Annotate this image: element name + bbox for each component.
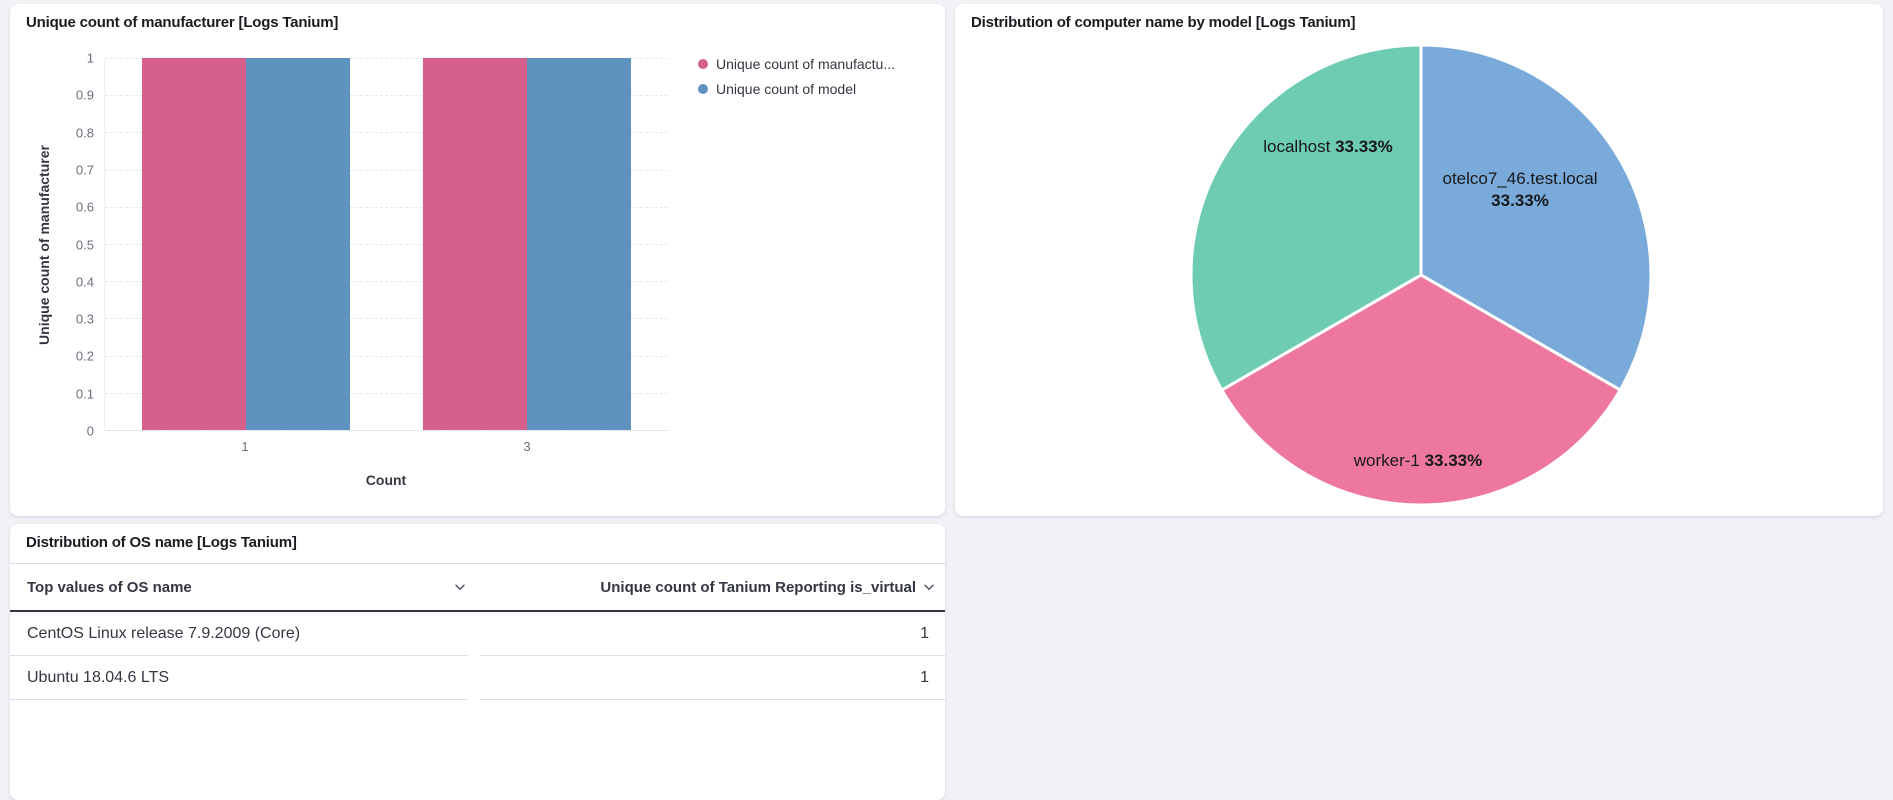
y-axis-tick-labels: 0 0.1 0.2 0.3 0.4 0.5 0.6 0.7 0.8 0.9 1 xyxy=(10,51,94,439)
bar-segment[interactable] xyxy=(527,58,632,430)
bar-segment[interactable] xyxy=(245,58,350,430)
gridline xyxy=(105,169,668,171)
column-sort-chevron-icon[interactable] xyxy=(452,579,468,595)
gridline xyxy=(105,244,668,245)
x-axis-title: Count xyxy=(365,472,407,488)
y-tick-label: 0.8 xyxy=(75,125,94,141)
gridline xyxy=(105,281,668,283)
bar-series-area xyxy=(105,58,668,430)
bar-segment[interactable] xyxy=(423,58,528,430)
os-name-cell: Ubuntu 18.04.6 LTS xyxy=(10,656,468,700)
legend-item[interactable]: Unique count of manufactu... xyxy=(698,56,895,72)
gridline xyxy=(105,58,668,59)
table-column-header[interactable]: Unique count of Tanium Reporting is_virt… xyxy=(480,579,945,596)
y-tick-label: 0.2 xyxy=(75,348,94,364)
table-row: Ubuntu 18.04.6 LTS 1 xyxy=(10,656,945,700)
column-sort-chevron-icon[interactable] xyxy=(921,579,937,595)
panel-title-bar-chart[interactable]: Unique count of manufacturer [Logs Taniu… xyxy=(26,14,339,31)
x-tick-label: 3 xyxy=(523,439,531,454)
bar-segment[interactable] xyxy=(141,58,246,430)
bar-group-1 xyxy=(105,58,387,430)
y-tick-label: 0.5 xyxy=(75,237,94,252)
legend-item-label: Unique count of model xyxy=(716,81,857,97)
gridline xyxy=(105,430,668,431)
legend-color-dot xyxy=(698,84,708,94)
panel-title-os-table[interactable]: Distribution of OS name [Logs Tanium] xyxy=(26,534,297,551)
gridline xyxy=(105,206,668,208)
y-tick-label: 0.6 xyxy=(75,199,94,215)
gridline xyxy=(105,95,668,97)
panel-pie-chart: Distribution of computer name by model [… xyxy=(955,4,1883,516)
count-cell: 1 xyxy=(480,612,945,656)
column-header-label: Top values of OS name xyxy=(27,578,192,596)
legend-item-label: Unique count of manufactu... xyxy=(716,56,895,72)
y-tick-label: 0.4 xyxy=(75,274,94,290)
pie-slice-otelco7_46.test.local[interactable] xyxy=(1419,43,1653,392)
y-tick-label: 1 xyxy=(86,50,94,66)
table-header-row: Top values of OS name Unique count of Tan… xyxy=(10,564,945,612)
panel-bar-chart: Unique count of manufacturer [Logs Taniu… xyxy=(10,4,945,516)
column-header-label: Unique count of Tanium Reporting is_virt… xyxy=(600,578,916,596)
panel-os-table: Distribution of OS name [Logs Tanium] To… xyxy=(10,524,945,800)
gridline xyxy=(105,355,668,357)
y-tick-label: 0.7 xyxy=(75,162,94,178)
bar-group-3 xyxy=(387,58,669,430)
y-tick-label: 0.9 xyxy=(75,87,94,103)
pie-chart xyxy=(1189,43,1653,507)
y-tick-label: 0.1 xyxy=(75,386,94,402)
data-table: Top values of OS name Unique count of Tan… xyxy=(10,563,945,700)
gridline xyxy=(105,318,668,320)
count-cell: 1 xyxy=(480,656,945,700)
os-name-cell: CentOS Linux release 7.9.2009 (Core) xyxy=(10,612,468,656)
x-tick-label: 1 xyxy=(241,439,249,454)
y-tick-label: 0.3 xyxy=(75,311,94,327)
gridline xyxy=(105,132,668,134)
bar-plot-area xyxy=(104,58,668,431)
y-tick-label: 0 xyxy=(86,423,94,439)
table-column-header[interactable]: Top values of OS name xyxy=(10,579,480,596)
legend-item[interactable]: Unique count of model xyxy=(698,81,895,97)
table-row: CentOS Linux release 7.9.2009 (Core) 1 xyxy=(10,612,945,656)
legend-color-dot xyxy=(698,59,708,69)
gridline xyxy=(105,392,668,394)
chart-legend: Unique count of manufactu... Unique count… xyxy=(698,56,895,106)
table-body: CentOS Linux release 7.9.2009 (Core) 1 Ubu… xyxy=(10,612,945,700)
pie-slice-localhost[interactable] xyxy=(1189,43,1423,392)
panel-title-pie-chart[interactable]: Distribution of computer name by model [… xyxy=(971,14,1356,31)
pie-slice-worker-1[interactable] xyxy=(1220,273,1622,507)
